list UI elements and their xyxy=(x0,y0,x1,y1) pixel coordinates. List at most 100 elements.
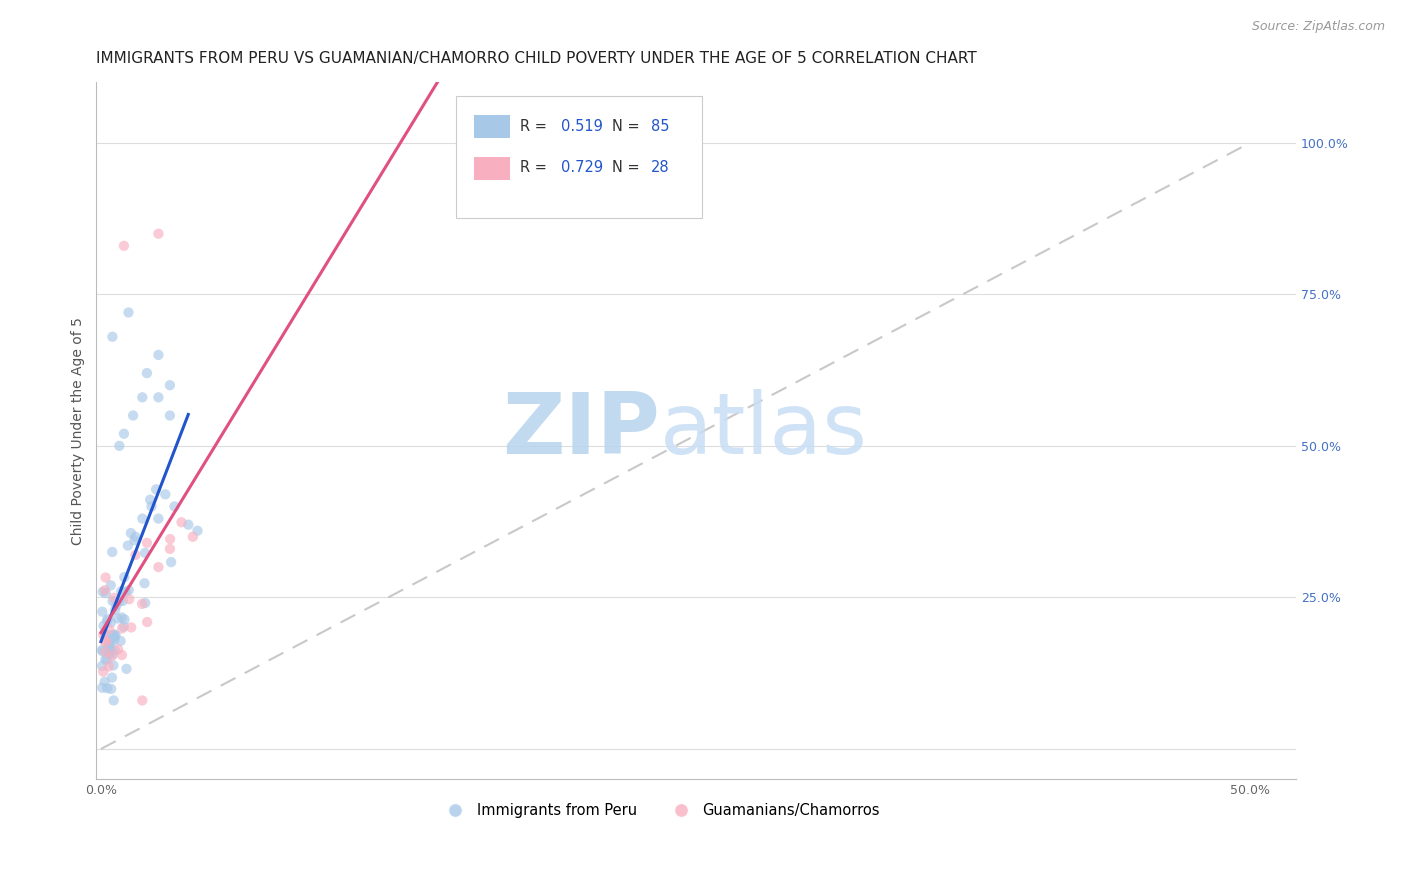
Point xyxy=(93,619,115,633)
Point xyxy=(131,511,153,525)
Text: R =: R = xyxy=(520,161,551,176)
Point xyxy=(177,517,200,532)
Point xyxy=(111,648,134,662)
Point xyxy=(91,665,114,679)
Point xyxy=(131,693,153,707)
Point xyxy=(120,526,142,541)
Point xyxy=(94,627,117,641)
Point xyxy=(96,652,118,666)
Point xyxy=(101,594,124,608)
Point xyxy=(94,645,117,659)
Point xyxy=(148,390,170,404)
Point xyxy=(94,652,117,666)
Point xyxy=(134,596,156,610)
Point xyxy=(98,644,121,658)
Point xyxy=(170,515,193,529)
Point xyxy=(111,622,134,636)
Point xyxy=(91,584,114,599)
Point xyxy=(101,648,124,662)
Point xyxy=(100,681,122,696)
Point xyxy=(103,591,125,605)
Point xyxy=(112,570,135,584)
Point xyxy=(101,628,124,642)
Point xyxy=(105,598,128,612)
Point xyxy=(112,620,135,634)
Point xyxy=(148,348,170,362)
Point xyxy=(111,594,134,608)
Point xyxy=(101,671,124,685)
Point xyxy=(115,662,138,676)
Text: 85: 85 xyxy=(651,119,669,134)
Point xyxy=(120,620,142,634)
Point xyxy=(124,530,146,544)
Point xyxy=(134,546,156,560)
Point xyxy=(117,539,139,553)
Point xyxy=(107,642,129,657)
Point xyxy=(100,633,122,648)
Point xyxy=(97,612,120,626)
Point xyxy=(118,583,141,598)
Point xyxy=(122,409,145,423)
Point xyxy=(103,658,125,673)
Point xyxy=(134,576,156,591)
Point xyxy=(101,545,124,559)
Point xyxy=(91,628,114,642)
Text: atlas: atlas xyxy=(661,389,869,472)
Point xyxy=(124,533,146,548)
Point xyxy=(94,586,117,600)
Point xyxy=(91,681,114,695)
Point xyxy=(103,643,125,657)
Point xyxy=(104,628,127,642)
Text: IMMIGRANTS FROM PERU VS GUAMANIAN/CHAMORRO CHILD POVERTY UNDER THE AGE OF 5 CORR: IMMIGRANTS FROM PERU VS GUAMANIAN/CHAMOR… xyxy=(97,51,977,66)
FancyBboxPatch shape xyxy=(457,96,702,218)
Point xyxy=(98,635,121,649)
Point xyxy=(100,578,122,592)
Point xyxy=(159,532,181,546)
Point xyxy=(155,487,177,501)
Point xyxy=(103,627,125,641)
Point xyxy=(131,390,153,404)
Point xyxy=(135,536,157,550)
Point xyxy=(159,409,181,423)
Point xyxy=(100,649,122,664)
Point xyxy=(118,592,141,607)
Point xyxy=(98,646,121,660)
Point xyxy=(97,637,120,651)
Point xyxy=(94,570,117,584)
Point xyxy=(110,584,132,599)
Point xyxy=(159,378,181,392)
Point xyxy=(108,594,131,608)
Point xyxy=(93,674,115,689)
Point xyxy=(98,622,121,636)
Point xyxy=(104,603,127,617)
Point xyxy=(135,366,157,380)
Point xyxy=(148,227,170,241)
Point xyxy=(107,611,129,625)
Point xyxy=(114,612,136,626)
Point xyxy=(117,305,139,319)
Text: 28: 28 xyxy=(651,161,669,176)
Point xyxy=(111,610,134,624)
Point xyxy=(148,511,170,525)
Point xyxy=(96,614,118,628)
Point xyxy=(97,659,120,673)
Text: N =: N = xyxy=(612,119,644,134)
Point xyxy=(103,693,125,707)
Point xyxy=(94,583,117,598)
Point xyxy=(96,634,118,648)
FancyBboxPatch shape xyxy=(474,157,510,179)
Point xyxy=(148,560,170,574)
Point xyxy=(91,658,114,673)
Y-axis label: Child Poverty Under the Age of 5: Child Poverty Under the Age of 5 xyxy=(72,317,86,545)
Text: N =: N = xyxy=(612,161,644,176)
Point xyxy=(91,605,114,619)
FancyBboxPatch shape xyxy=(474,115,510,138)
Point xyxy=(91,644,114,658)
Point xyxy=(96,681,118,696)
Point xyxy=(139,492,162,507)
Point xyxy=(181,530,204,544)
Text: ZIP: ZIP xyxy=(502,389,661,472)
Point xyxy=(104,632,127,647)
Point xyxy=(112,426,135,441)
Point xyxy=(100,642,122,657)
